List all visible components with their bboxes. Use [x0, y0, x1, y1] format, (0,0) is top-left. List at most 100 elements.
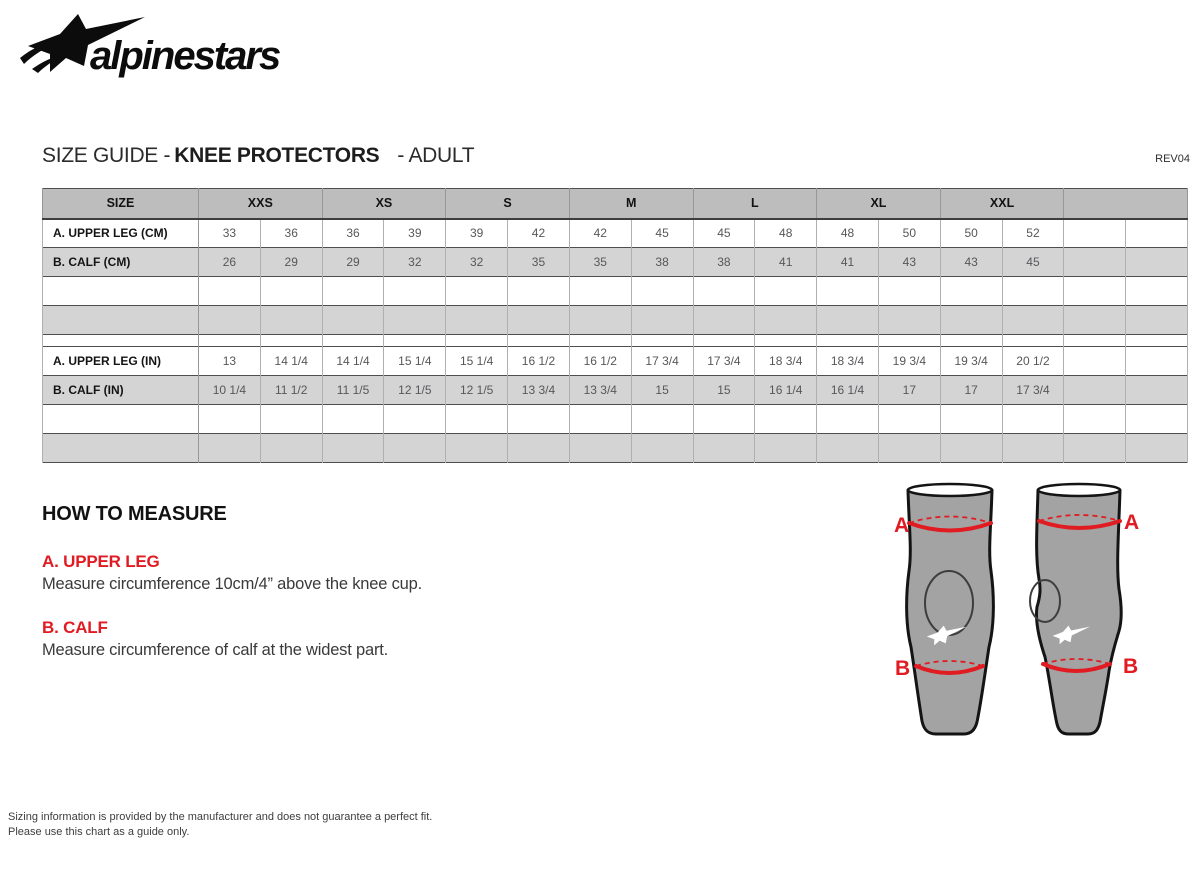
size-value-cell: 45: [692, 218, 756, 248]
size-value-cell: 15 1/4: [383, 346, 447, 376]
size-value-cell: 33: [198, 218, 261, 248]
size-column-header-xl: XL: [816, 188, 941, 219]
size-value-cell: [692, 305, 756, 335]
size-value-cell: 39: [445, 218, 509, 248]
size-value-cell: [877, 433, 941, 463]
measure-band-b: [1041, 662, 1112, 673]
size-value-cell: 12 1/5: [445, 375, 509, 405]
size-column-header-blank: [1063, 188, 1188, 219]
row-label: [42, 433, 199, 463]
size-value-cell: [816, 404, 879, 434]
size-value-cell: 32: [445, 247, 509, 277]
knee-diagrams: A B A B: [894, 481, 1140, 739]
table-row: B. CALF (IN) 10 1/4 11 1/2 11 1/5 12 1/5 12 1…: [42, 375, 1188, 405]
size-value-cell: [1001, 433, 1065, 463]
size-value-cell: [1063, 404, 1127, 434]
size-column-header-m: M: [568, 188, 694, 219]
size-value-cell: 29: [259, 247, 323, 277]
size-value-cell: [198, 305, 261, 335]
row-label: A. UPPER LEG (CM): [42, 218, 199, 248]
knee-sleeve-body: [905, 484, 995, 736]
size-value-cell: 15: [630, 375, 694, 405]
row-label: [42, 334, 199, 347]
size-value-cell: [692, 433, 756, 463]
size-value-cell: 43: [939, 247, 1003, 277]
size-value-cell: [877, 276, 941, 306]
size-value-cell: 32: [383, 247, 447, 277]
size-value-cell: [877, 305, 941, 335]
size-value-cell: 16 1/2: [507, 346, 570, 376]
size-value-cell: [1125, 305, 1188, 335]
size-value-cell: [630, 433, 694, 463]
size-value-cell: 39: [383, 218, 447, 248]
measure-item-calf: B. CALF Measure circumference of calf at…: [42, 618, 602, 660]
measure-item-text: Measure circumference 10cm/4” above the …: [42, 575, 422, 593]
size-value-cell: [692, 276, 756, 306]
size-table-header-row: SIZE XXS XS S M L XL XXL: [42, 188, 1188, 219]
size-value-cell: [321, 334, 385, 347]
row-label: A. UPPER LEG (IN): [42, 346, 199, 376]
size-value-cell: [754, 334, 818, 347]
row-label: B. CALF (CM): [42, 247, 199, 277]
size-value-cell: [507, 334, 570, 347]
size-value-cell: [1125, 404, 1188, 434]
size-value-cell: [259, 433, 323, 463]
size-column-header-xs: XS: [321, 188, 447, 219]
size-value-cell: [383, 305, 447, 335]
size-value-cell: [321, 404, 385, 434]
size-value-cell: [939, 334, 1003, 347]
size-value-cell: [445, 433, 509, 463]
measure-label-b: B: [895, 657, 910, 680]
measure-band-a: [907, 521, 993, 533]
size-value-cell: 13 3/4: [507, 375, 570, 405]
knee-diagram-front: A B: [894, 482, 995, 736]
knee-sleeve-body: [1035, 484, 1123, 736]
size-value-cell: [568, 334, 632, 347]
row-label: [42, 404, 199, 434]
size-value-cell: [1063, 218, 1127, 248]
size-value-cell: [754, 276, 818, 306]
disclaimer-line: Please use this chart as a guide only.: [8, 826, 190, 838]
size-value-cell: [507, 404, 570, 434]
size-value-cell: [259, 305, 323, 335]
how-to-measure-heading: HOW TO MEASURE: [42, 503, 227, 525]
size-value-cell: [1063, 247, 1127, 277]
size-value-cell: [630, 334, 694, 347]
size-value-cell: 48: [816, 218, 879, 248]
size-value-cell: 18 3/4: [816, 346, 879, 376]
size-value-cell: 18 3/4: [754, 346, 818, 376]
measure-band-a-back: [1038, 514, 1121, 522]
measure-item-upper-leg: A. UPPER LEG Measure circumference 10cm/…: [42, 552, 602, 594]
size-value-cell: 38: [692, 247, 756, 277]
measure-item-label: A. UPPER LEG: [42, 552, 160, 571]
size-value-cell: 12 1/5: [383, 375, 447, 405]
row-label: B. CALF (IN): [42, 375, 199, 405]
size-value-cell: [1001, 305, 1065, 335]
size-value-cell: [259, 334, 323, 347]
size-value-cell: 41: [754, 247, 818, 277]
how-to-measure-section: HOW TO MEASURE A. UPPER LEG Measure circ…: [42, 503, 602, 684]
size-value-cell: [198, 433, 261, 463]
page-title: SIZE GUIDE - KNEE PROTECTORS - ADULT: [42, 144, 475, 168]
size-value-cell: [1001, 404, 1065, 434]
size-value-cell: [816, 305, 879, 335]
size-value-cell: [321, 433, 385, 463]
size-value-cell: [630, 404, 694, 434]
size-value-cell: [507, 276, 570, 306]
size-value-cell: [383, 276, 447, 306]
table-row: [42, 305, 1188, 335]
logo-swoosh-icon: [32, 55, 62, 73]
measure-band-a: [1037, 519, 1122, 530]
size-value-cell: [877, 334, 941, 347]
size-table: SIZE XXS XS S M L XL XXL A. UPPER LEG (CM) 33 36 3…: [42, 188, 1188, 463]
size-value-cell: 14 1/4: [321, 346, 385, 376]
brand-logo: alpinestars: [20, 12, 320, 89]
size-value-cell: 17: [877, 375, 941, 405]
size-value-cell: [816, 433, 879, 463]
size-value-cell: 13 3/4: [568, 375, 632, 405]
size-value-cell: 16 1/4: [816, 375, 879, 405]
size-value-cell: [939, 276, 1003, 306]
size-table-corner-header: SIZE: [42, 188, 199, 219]
size-value-cell: [939, 404, 1003, 434]
size-value-cell: [754, 433, 818, 463]
